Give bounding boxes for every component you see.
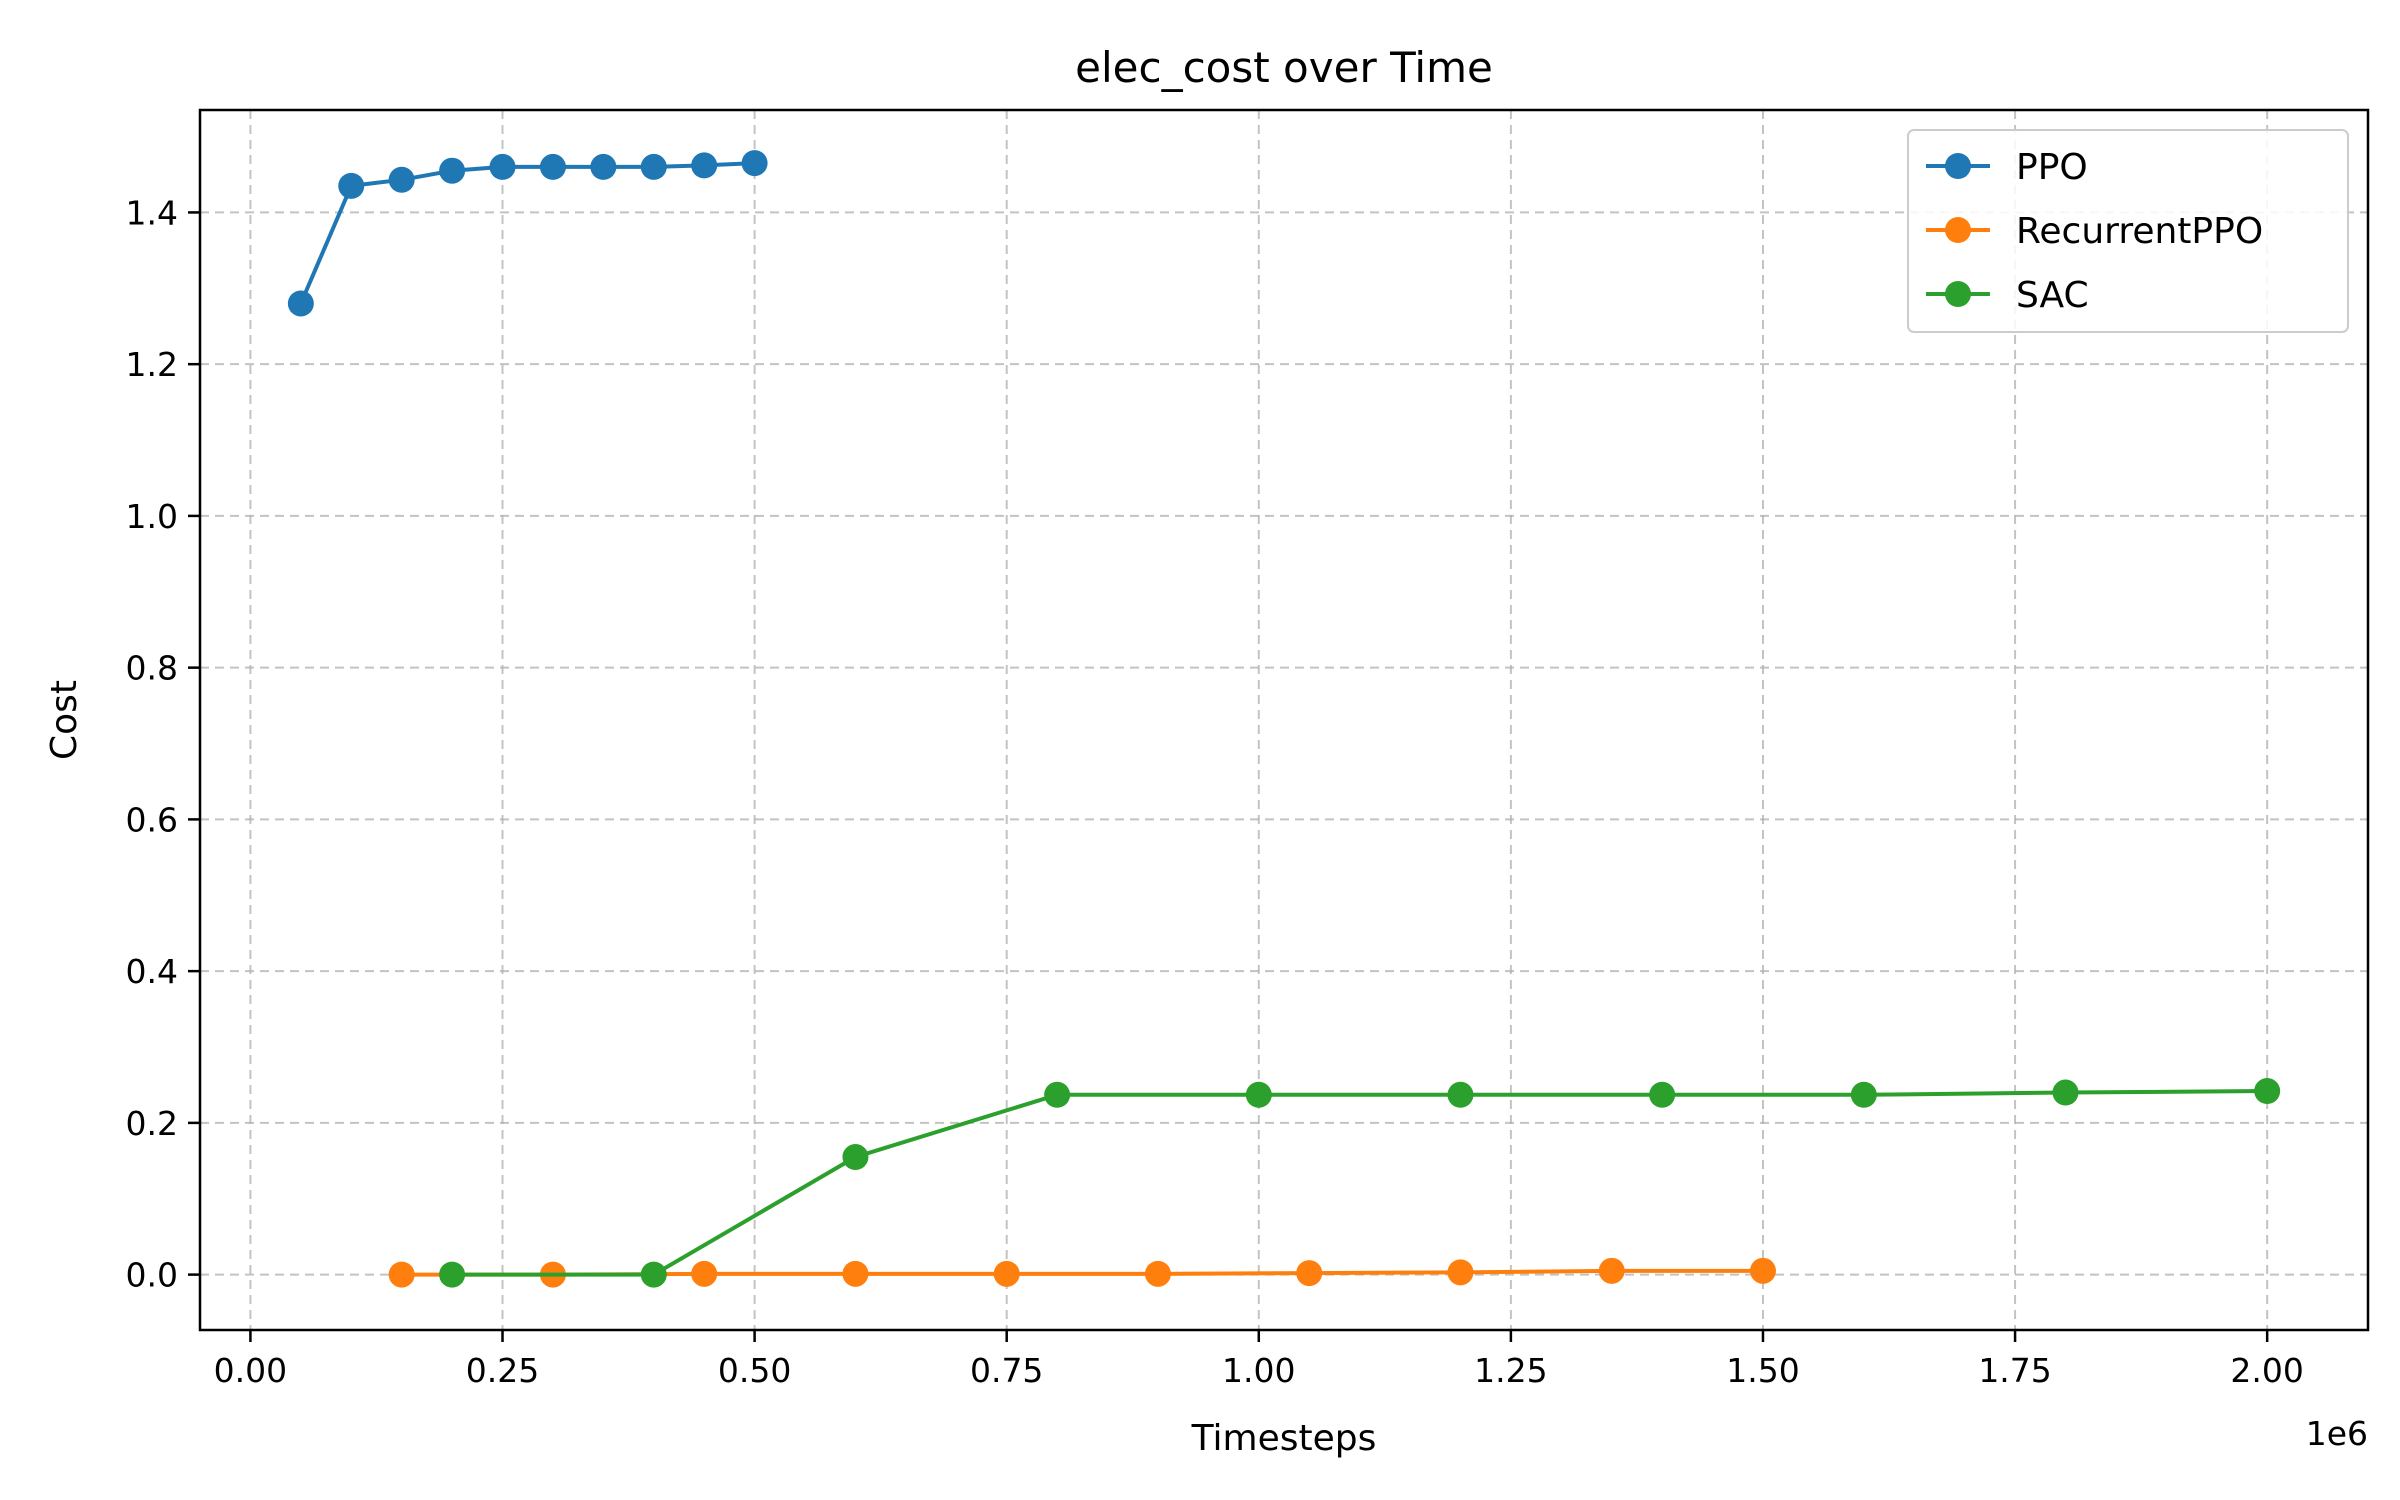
data-point-sac — [1649, 1081, 1676, 1108]
data-point-sac — [640, 1261, 667, 1288]
data-point-sac — [1245, 1081, 1272, 1108]
data-point-ppo — [287, 290, 314, 317]
series-layer — [287, 150, 2281, 1288]
data-point-ppo — [691, 152, 718, 179]
x-tick-label: 1.50 — [1726, 1351, 1799, 1390]
legend-label-ppo: PPO — [2016, 147, 2088, 188]
data-point-ppo — [439, 157, 466, 184]
y-tick-label: 1.0 — [126, 497, 178, 536]
x-tick-label: 1.75 — [1978, 1351, 2051, 1390]
legend-label-sac: SAC — [2016, 275, 2089, 316]
data-point-recurrentppo — [1144, 1260, 1171, 1287]
y-tick-label: 0.2 — [126, 1104, 178, 1143]
y-tick-label: 0.4 — [126, 952, 178, 991]
data-point-recurrentppo — [691, 1260, 718, 1287]
x-tick-label: 2.00 — [2230, 1351, 2303, 1390]
data-point-recurrentppo — [842, 1260, 869, 1287]
data-point-ppo — [338, 172, 365, 199]
x-tick-label: 0.00 — [214, 1351, 287, 1390]
data-point-sac — [1850, 1081, 1877, 1108]
data-point-ppo — [640, 153, 667, 180]
y-axis-label: Cost — [44, 680, 85, 760]
x-tick-label: 1.25 — [1474, 1351, 1547, 1390]
y-tick-label: 0.6 — [126, 800, 178, 839]
x-tick-label: 0.50 — [718, 1351, 791, 1390]
data-point-ppo — [539, 153, 566, 180]
data-point-recurrentppo — [993, 1260, 1020, 1287]
data-point-recurrentppo — [1598, 1257, 1625, 1284]
x-axis-label: Timesteps — [1191, 1418, 1377, 1459]
data-point-ppo — [590, 153, 617, 180]
series-line-sac — [452, 1089, 2268, 1277]
data-point-ppo — [388, 166, 415, 193]
chart-title: elec_cost over Time — [1075, 43, 1493, 92]
legend-marker-ppo — [1945, 153, 1971, 179]
x-tick-label: 0.75 — [970, 1351, 1043, 1390]
x-axis-offset-label: 1e6 — [2306, 1414, 2368, 1453]
data-point-recurrentppo — [1296, 1260, 1323, 1287]
legend-box — [1907, 129, 2349, 333]
data-point-sac — [1044, 1081, 1071, 1108]
data-point-sac — [1447, 1081, 1474, 1108]
data-point-recurrentppo — [1447, 1259, 1474, 1286]
data-point-sac — [439, 1261, 466, 1288]
series-line-ppo — [298, 161, 755, 305]
legend: PPO RecurrentPPO SAC — [1907, 129, 2349, 333]
legend-label-recurrentppo: RecurrentPPO — [2016, 211, 2263, 252]
y-tick-label: 1.2 — [126, 345, 178, 384]
axis-ticks: 0.00 0.25 0.50 0.75 1.00 1.25 1.50 1.75 2.00 0.0 0… — [126, 193, 2304, 1390]
legend-marker-recurrentppo — [1945, 217, 1971, 243]
plot-frame — [198, 108, 2370, 1332]
x-tick-label: 0.25 — [466, 1351, 539, 1390]
y-tick-label: 0.8 — [126, 649, 178, 688]
data-point-recurrentppo — [1749, 1257, 1776, 1284]
data-point-sac — [842, 1144, 869, 1171]
data-point-ppo — [489, 153, 516, 180]
y-tick-label: 0.0 — [126, 1256, 178, 1295]
data-point-sac — [2254, 1078, 2281, 1105]
legend-marker-sac — [1945, 281, 1971, 307]
data-point-ppo — [741, 150, 768, 177]
data-point-recurrentppo — [388, 1261, 415, 1288]
data-point-sac — [2052, 1079, 2079, 1106]
x-tick-label: 1.00 — [1222, 1351, 1295, 1390]
y-tick-label: 1.4 — [126, 193, 178, 232]
